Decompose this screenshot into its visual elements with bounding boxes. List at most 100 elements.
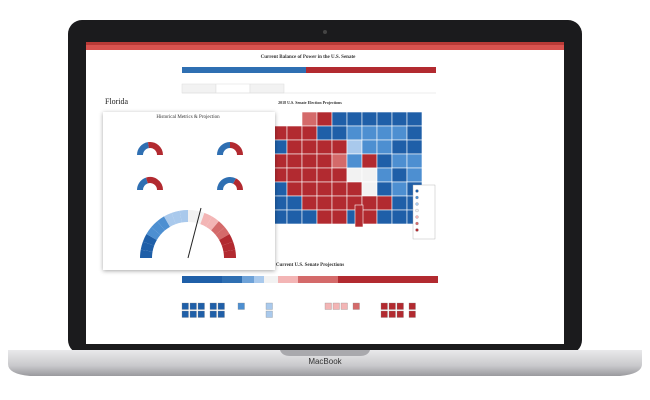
state [331, 195, 348, 211]
projection-segment [264, 276, 278, 283]
donut-dem [217, 177, 236, 191]
tab[interactable] [181, 83, 217, 94]
state [361, 139, 378, 155]
legend-dot [415, 228, 419, 232]
seat [324, 302, 332, 310]
state [376, 153, 393, 169]
gauge-seg [221, 241, 236, 252]
state [391, 167, 408, 183]
state [331, 111, 348, 127]
state [406, 125, 423, 141]
state [391, 181, 408, 197]
map-legend [412, 184, 436, 240]
state [391, 209, 408, 225]
seat [265, 302, 273, 310]
state [376, 181, 393, 197]
gauge-seg [140, 241, 155, 252]
seat [189, 302, 197, 310]
state [376, 167, 393, 183]
state [301, 181, 318, 197]
seat [189, 310, 197, 318]
seat [396, 310, 404, 318]
state [361, 167, 378, 183]
state [361, 209, 378, 225]
donut-rep [232, 178, 243, 191]
state [346, 125, 363, 141]
legend-dot [415, 195, 419, 200]
laptop-base [8, 350, 642, 376]
state [331, 181, 348, 197]
state [361, 195, 378, 211]
state [354, 204, 364, 228]
projection-segment [298, 276, 338, 283]
state [406, 153, 423, 169]
projection-segment [242, 276, 254, 283]
seat [197, 302, 205, 310]
state [331, 209, 348, 225]
state [316, 153, 333, 169]
state [301, 139, 318, 155]
seat [340, 302, 348, 310]
gauge-seg [164, 212, 176, 227]
gauge-seg [205, 216, 219, 231]
state [286, 167, 303, 183]
state [376, 195, 393, 211]
state [391, 125, 408, 141]
projection-segment [278, 276, 298, 283]
state [346, 139, 363, 155]
state [316, 125, 333, 141]
legend-dot [415, 221, 419, 226]
state-name: Florida [105, 97, 129, 106]
donut-charts [137, 142, 243, 191]
gauge-seg [219, 234, 234, 246]
state [361, 181, 378, 197]
gauge-seg [187, 210, 197, 223]
donut-rep [229, 142, 243, 156]
state [346, 111, 363, 127]
balance-dem [182, 67, 306, 73]
gauge-needle [187, 207, 202, 259]
state [331, 153, 348, 169]
state [406, 139, 423, 155]
projection-bar [182, 276, 438, 283]
state [346, 181, 363, 197]
gauge-seg [211, 221, 225, 235]
gauge-seg [179, 210, 189, 223]
state [346, 153, 363, 169]
donut-rep [147, 142, 163, 156]
seat-squares [181, 302, 416, 318]
state [346, 167, 363, 183]
state [301, 209, 318, 225]
state [331, 139, 348, 155]
seat [396, 302, 404, 310]
map-title: 2018 U.S. Senate Election Projections [278, 100, 342, 105]
state [286, 153, 303, 169]
top-band [86, 42, 564, 50]
state [316, 167, 333, 183]
gauge-seg [146, 227, 161, 241]
brand: MacBook [308, 357, 342, 366]
state [361, 125, 378, 141]
state [391, 153, 408, 169]
state [301, 111, 318, 127]
state [301, 195, 318, 211]
legend-dot [415, 208, 419, 213]
seat [217, 302, 225, 310]
state [286, 181, 303, 197]
projection-segment [182, 276, 222, 283]
state [376, 209, 393, 225]
seat [388, 310, 396, 318]
seat [352, 302, 360, 310]
donut-dem [137, 142, 150, 156]
tab[interactable] [249, 83, 285, 94]
us-map [271, 111, 423, 228]
seat [380, 310, 388, 318]
seat [197, 310, 205, 318]
state [316, 111, 333, 127]
gauge-seg [151, 221, 165, 235]
seat [209, 310, 217, 318]
tab[interactable] [215, 83, 251, 94]
overlay-panel [103, 112, 275, 270]
overlay-title: Historical Metrics & Projection [156, 115, 220, 120]
